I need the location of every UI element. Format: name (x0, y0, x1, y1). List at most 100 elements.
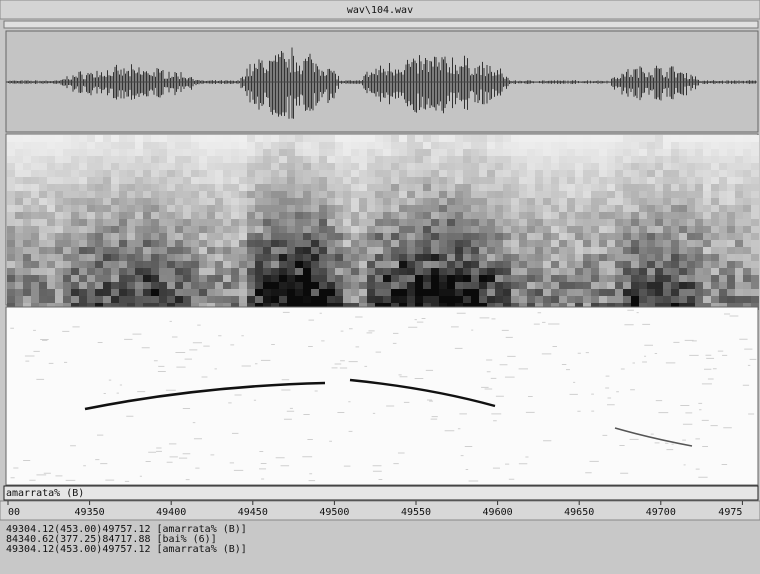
spectrogram-cell (559, 289, 567, 296)
label-bar[interactable] (3, 485, 759, 501)
spectrogram-cell (447, 156, 455, 163)
spectrogram-cell (207, 177, 215, 184)
spectrogram-cell (327, 289, 335, 296)
spectrogram-cell (31, 163, 39, 170)
spectrogram-cell (71, 268, 79, 275)
spectrogram-cell (391, 198, 399, 205)
spectrogram-cell (527, 289, 535, 296)
spectrogram-cell (127, 191, 135, 198)
spectrogram-cell (295, 254, 303, 261)
spectrogram-cell (63, 247, 71, 254)
spectrogram-cell (383, 184, 391, 191)
spectrogram-cell (231, 198, 239, 205)
spectrogram-cell (39, 247, 47, 254)
spectrogram-cell (319, 205, 327, 212)
spectrogram-cell (399, 261, 407, 268)
spectrogram-cell (15, 275, 23, 282)
spectrogram-cell (719, 163, 727, 170)
spectrogram-cell (575, 191, 583, 198)
spectrogram-cell (423, 177, 431, 184)
spectrogram-cell (103, 289, 111, 296)
spectrogram-cell (503, 226, 511, 233)
spectrogram-cell (79, 296, 87, 303)
spectrogram-cell (111, 191, 119, 198)
spectrogram-cell (127, 268, 135, 275)
scroll-bar[interactable] (3, 20, 759, 29)
spectrogram-cell (7, 177, 15, 184)
spectrogram-cell (295, 212, 303, 219)
spectrogram-cell (311, 142, 319, 149)
spectrogram-cell (503, 268, 511, 275)
spectrogram-cell (375, 177, 383, 184)
spectrogram-cell (327, 219, 335, 226)
spectrogram-cell (695, 142, 703, 149)
spectrogram-cell (303, 226, 311, 233)
spectrogram-cell (511, 268, 519, 275)
spectrogram-cell (695, 170, 703, 177)
spectrogram-cell (511, 261, 519, 268)
spectrogram-cell (31, 233, 39, 240)
spectrogram-cell (599, 156, 607, 163)
spectrogram-cell (135, 205, 143, 212)
spectrogram-cell (303, 219, 311, 226)
spectrogram-cell (727, 177, 735, 184)
spectrogram-cell (263, 275, 271, 282)
spectrogram-cell (63, 163, 71, 170)
spectrogram-cell (31, 191, 39, 198)
spectrogram-cell (479, 240, 487, 247)
spectrogram-cell (415, 261, 423, 268)
spectrogram-cell (255, 261, 263, 268)
spectrogram-cell (135, 177, 143, 184)
spectrogram-cell (39, 170, 47, 177)
spectrogram-cell (311, 149, 319, 156)
spectrogram-cell (463, 233, 471, 240)
spectrogram-cell (15, 219, 23, 226)
spectrogram-cell (407, 254, 415, 261)
spectrogram-cell (327, 226, 335, 233)
spectrogram-cell (711, 247, 719, 254)
spectrogram-cell (223, 282, 231, 289)
spectrogram-cell (95, 240, 103, 247)
spectrogram-cell (327, 275, 335, 282)
spectrogram-cell (623, 149, 631, 156)
spectrogram-cell (135, 191, 143, 198)
spectrogram-cell (719, 254, 727, 261)
spectrogram-cell (295, 275, 303, 282)
spectrogram-cell (7, 135, 15, 142)
spectrogram-cell (655, 191, 663, 198)
spectrogram-cell (31, 177, 39, 184)
spectrogram-cell (79, 142, 87, 149)
spectrogram-cell (647, 170, 655, 177)
spectrogram-cell (551, 268, 559, 275)
spectrogram-cell (743, 254, 751, 261)
spectrogram-cell (303, 191, 311, 198)
spectrogram-cell (375, 191, 383, 198)
spectrogram-cell (327, 170, 335, 177)
spectrogram-cell (95, 233, 103, 240)
spectrogram-cell (327, 296, 335, 303)
spectrogram-cell (527, 233, 535, 240)
spectrogram-cell (583, 156, 591, 163)
spectrogram-cell (407, 212, 415, 219)
spectrogram-cell (127, 226, 135, 233)
spectrogram-cell (447, 275, 455, 282)
spectrogram-cell (391, 219, 399, 226)
spectrogram-cell (431, 163, 439, 170)
spectrogram-cell (447, 198, 455, 205)
spectrogram-cell (367, 233, 375, 240)
spectrogram-cell (383, 233, 391, 240)
spectrogram-cell (15, 142, 23, 149)
spectrogram-cell (159, 184, 167, 191)
spectrogram-cell (535, 177, 543, 184)
spectrogram-cell (183, 191, 191, 198)
spectrogram-cell (23, 261, 31, 268)
spectrogram-cell (143, 156, 151, 163)
spectrogram-cell (191, 149, 199, 156)
spectrogram-cell (663, 212, 671, 219)
spectrogram-cell (615, 149, 623, 156)
spectrogram-cell (479, 289, 487, 296)
spectrogram-cell (567, 142, 575, 149)
spectrogram-cell (367, 170, 375, 177)
spectrogram-cell (271, 254, 279, 261)
spectrogram-cell (55, 226, 63, 233)
